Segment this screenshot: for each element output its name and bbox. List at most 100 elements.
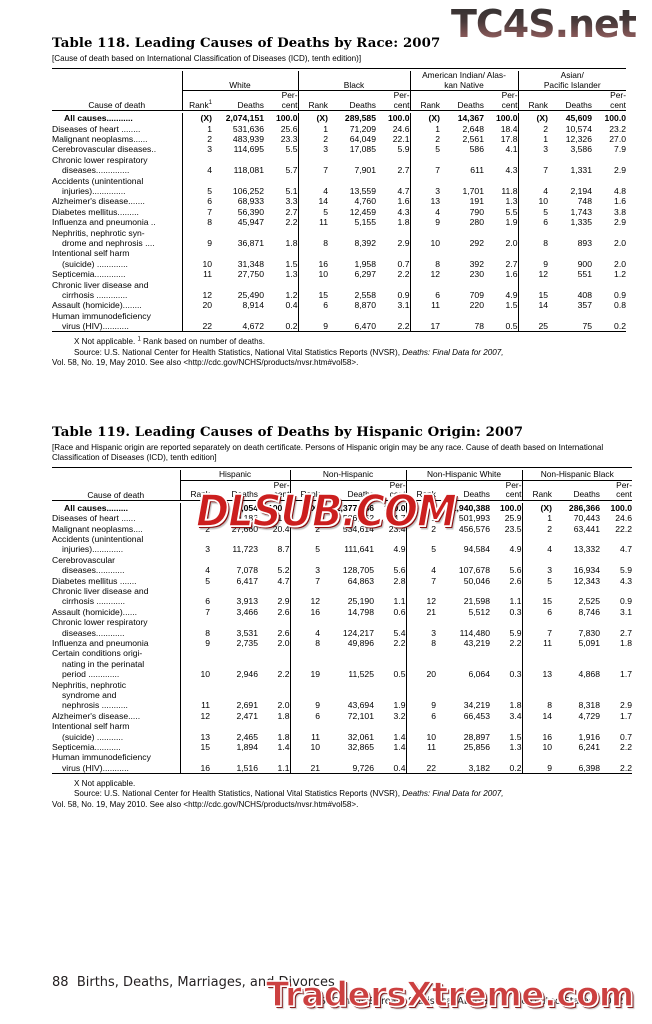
row-cell: 20 (181, 300, 212, 311)
row-cell: 0.9 (397, 289, 410, 300)
row-cell-empty (376, 311, 410, 321)
row-cell-empty (210, 752, 258, 762)
row-cell-empty (289, 617, 320, 628)
row-cell: 15 (521, 596, 552, 607)
source-prefix: Source: U.S. National Center for Health … (74, 789, 403, 799)
table-row: diseases.............. 4 118,081 5.7 7 7,901 2… (52, 165, 626, 176)
row-cell-empty (440, 279, 484, 289)
table-row: Accidents (unintentional (52, 533, 632, 545)
row-cell: 5 (405, 544, 436, 555)
row-cell: 71,209 (349, 123, 376, 134)
row-cell: 1.3 (509, 741, 522, 752)
row-cell: 2,377,586 (335, 502, 374, 513)
row-cell: 4 (181, 165, 212, 176)
row-cell-empty (179, 585, 210, 597)
row-cell-empty (264, 176, 298, 186)
row-cell: 13 (409, 196, 440, 207)
footnote-source-continued: Vol. 58, No. 19, May 2010. See also <htt… (52, 358, 359, 367)
row-cell: 3,182 (468, 762, 490, 773)
row-label: injuries).............. (62, 186, 126, 197)
row-cell-empty (600, 648, 632, 658)
row-cell-empty (376, 155, 410, 165)
row-cell: 31,348 (237, 258, 264, 269)
row-cell-empty (405, 533, 436, 545)
row-cell-empty (436, 648, 490, 658)
row-cell: 5 (409, 144, 440, 155)
table-row: All causes........... (X) 2,074,151 100.0 (X… (52, 113, 626, 124)
row-cell: 12 (289, 596, 320, 607)
row-cell-empty (600, 721, 632, 731)
row-cell: 11 (405, 741, 436, 753)
col-head-rank-white: Rank1 (181, 90, 212, 111)
row-cell-empty (320, 617, 374, 627)
row-cell-empty (374, 555, 406, 565)
row-cell: 23.3 (280, 134, 298, 145)
row-cell: 0.9 (620, 596, 632, 607)
row-cell: 4.3 (397, 206, 410, 217)
row-cell-empty (210, 679, 258, 689)
table-119-block: Table 119. Leading Causes of Deaths by H… (52, 425, 632, 810)
row-cell: 22.1 (392, 134, 410, 145)
table-119-title: Table 119. Leading Causes of Deaths by H… (52, 425, 524, 440)
row-cell-empty (409, 248, 440, 259)
row-cell: 24.6 (615, 513, 632, 524)
row-cell-empty (552, 752, 600, 762)
table-row: Certain conditions origi- (52, 648, 632, 659)
row-cell: 4.9 (505, 289, 518, 300)
table-118-stub-header: Cause of death (88, 99, 146, 110)
table-row: Intentional self harm (52, 248, 626, 259)
row-cell: 1.1 (393, 596, 406, 607)
row-cell: 2.0 (614, 237, 626, 248)
row-cell-empty (600, 555, 632, 565)
footnote-not-applicable: X Not applicable. 1 Rank based on number… (52, 337, 608, 347)
row-cell: 6 (297, 300, 328, 311)
table-row: Chronic lower respiratory (52, 617, 632, 628)
col-head-percent-nh-black: Per- cent (600, 480, 632, 501)
row-cell-empty (258, 679, 290, 689)
row-cell: 10 (405, 731, 436, 742)
row-cell-empty (552, 534, 600, 544)
table-row: Chronic liver disease and (52, 279, 626, 290)
row-cell-empty (405, 617, 436, 628)
col-head-rank-aian: Rank (409, 90, 440, 111)
row-cell: 501,993 (458, 513, 490, 524)
row-cell: 1.6 (505, 269, 518, 280)
row-cell: 23.2 (609, 123, 626, 134)
row-cell-empty (440, 176, 484, 186)
row-cell: 1.6 (614, 196, 626, 207)
row-cell: 27,750 (237, 269, 264, 280)
row-cell: 1.8 (285, 237, 298, 248)
row-label: drome and nephrosis .... (62, 237, 155, 248)
pct-line2: cent (501, 99, 518, 110)
table-119-footnotes: X Not applicable. Source: U.S. National … (52, 779, 608, 810)
row-cell-empty (374, 690, 406, 700)
pct-line1: Per- (281, 90, 298, 101)
table-row: (suicide) ........... 13 2,465 1.8 11 32,061 1… (52, 731, 632, 742)
table-row: nephrosis ........... 11 2,691 2.0 9 43,694 1.… (52, 700, 632, 711)
pct-line2: cent (610, 99, 626, 110)
col-head-label: Rank (189, 99, 209, 110)
row-cell: 2 (409, 133, 440, 145)
row-cell: 280 (469, 217, 484, 228)
row-cell: 23.5 (504, 523, 522, 534)
pct-line2: cent (389, 489, 406, 500)
row-cell-empty (600, 679, 632, 689)
row-cell: 1,701 (462, 186, 484, 197)
row-cell: 2,525 (578, 596, 600, 607)
row-cell: 111,641 (344, 544, 374, 555)
table-row: injuries).............. 5 106,252 5.1 4 13,55… (52, 185, 626, 197)
row-cell: 2.2 (620, 762, 632, 773)
row-cell: 78 (474, 321, 484, 332)
row-cell-empty (436, 690, 490, 700)
row-cell: 32,865 (347, 741, 374, 752)
row-cell: 1.6 (397, 196, 410, 207)
row-cell: 1.1 (277, 762, 290, 773)
row-cell-empty (409, 310, 440, 322)
row-cell-empty (405, 752, 436, 763)
row-cell: (X) (297, 113, 328, 124)
row-cell-empty (436, 617, 490, 627)
group-api-line1: Asian/ (560, 70, 584, 81)
row-label: Alzheimer's disease..... (52, 710, 141, 721)
row-cell: 45,609 (565, 113, 592, 124)
row-cell: 0.8 (614, 300, 626, 311)
